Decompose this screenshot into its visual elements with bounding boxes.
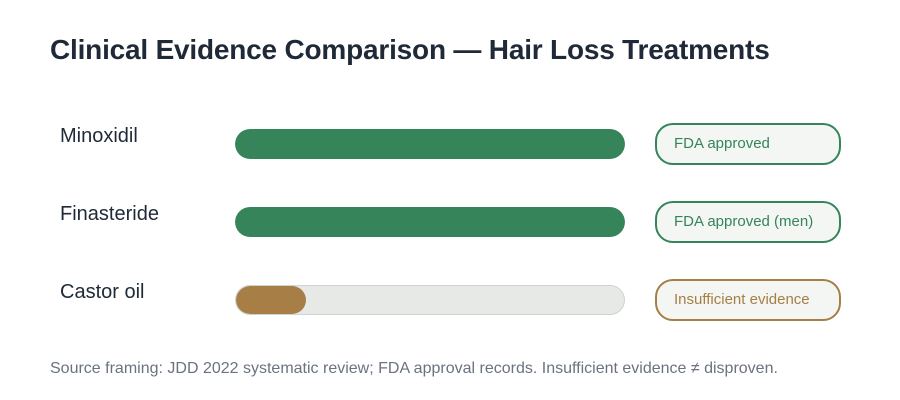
row-castor-oil: Castor oil Insufficient evidence [0,279,900,321]
row-finasteride: Finasteride FDA approved (men) [0,201,900,243]
evidence-bar-fill [235,207,625,237]
treatment-label: Castor oil [60,281,145,303]
chart-title: Clinical Evidence Comparison — Hair Loss… [50,34,770,65]
evidence-bar-track [235,129,625,159]
status-badge: FDA approved [655,123,841,165]
treatment-label: Minoxidil [60,125,138,147]
evidence-bar-track [235,207,625,237]
source-footnote: Source framing: JDD 2022 systematic revi… [50,360,778,377]
status-badge: FDA approved (men) [655,201,841,243]
evidence-bar-track [235,285,625,315]
row-minoxidil: Minoxidil FDA approved [0,123,900,165]
status-badge: Insufficient evidence [655,279,841,321]
treatment-label: Finasteride [60,203,159,225]
evidence-bar-fill [235,129,625,159]
evidence-bar-fill [236,286,306,314]
